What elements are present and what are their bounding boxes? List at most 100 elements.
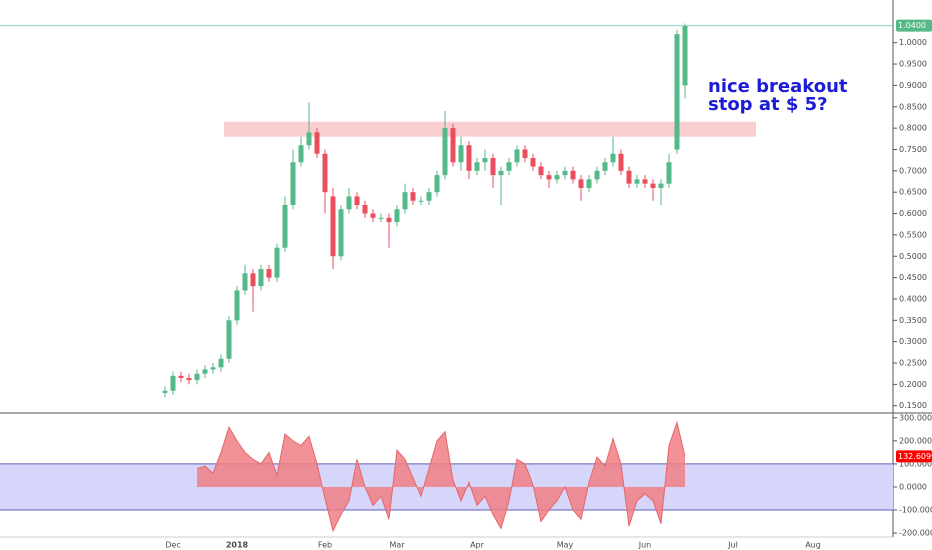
y-tick-label: 0.3500 [899,316,927,325]
candle-body [570,170,576,180]
y-tick-label: 0.9500 [899,60,927,69]
y-tick-label: 0.7000 [899,166,927,175]
candle-body [546,175,552,180]
x-tick-label: Jul [727,541,738,550]
candle-body [602,162,608,171]
candle-body [538,166,544,176]
area-segment [637,486,645,501]
candle-body [442,128,448,176]
x-tick-label: May [557,541,574,550]
area-segment [549,486,557,511]
candle-body [618,153,624,171]
y-tick-label: 0.5500 [899,230,927,239]
candle-body [530,158,536,167]
area-segment [397,450,405,487]
candle-body [362,205,368,214]
candle-body [250,273,256,287]
candle-body [626,170,632,184]
candle-body [346,196,352,210]
y-tick-label: 0.2500 [899,359,927,368]
candle-body [242,273,248,291]
candle-body [458,145,464,163]
candle-body [482,158,488,163]
area-segment [605,438,613,487]
x-tick-label: Aug [805,541,821,550]
candle-body [642,179,648,184]
y-tick-label: 200.0000 [899,436,932,445]
area-segment [293,440,301,487]
candle-body [370,213,376,218]
y-tick-label: 0.8500 [899,102,927,111]
candle-body [338,209,344,257]
area-segment [501,486,509,529]
candle-body [162,390,168,393]
candle-body [394,209,400,223]
y-tick-label: 0.6000 [899,209,927,218]
candle-body [234,290,240,321]
candle-body [378,217,384,219]
area-segment [405,459,413,487]
y-tick-label: 1.0000 [899,38,927,47]
candle-body [474,162,480,171]
area-segment [253,459,261,487]
x-tick-label: 2018 [226,541,249,550]
y-tick-label: 0.4500 [899,273,927,282]
candle-body [202,369,208,374]
area-segment [213,452,221,487]
area-segment [333,486,341,531]
candle-body [386,217,392,223]
candle-body [298,145,304,163]
candle-body [258,269,264,287]
y-tick-label: 0.3000 [899,337,927,346]
y-tick-label: -100.0000 [899,506,932,515]
area-segment [341,486,349,515]
candle-body [658,183,664,188]
candle-body [274,247,280,278]
area-segment [277,433,285,487]
candle-body [314,132,320,154]
area-segment [429,440,437,487]
area-segment [645,486,653,501]
area-segment [477,486,485,506]
candle-body [290,162,296,206]
candle-body [434,175,440,193]
y-tick-label: 0.5000 [899,252,927,261]
area-segment [269,452,277,487]
y-tick-label: 0.4000 [899,294,927,303]
candle-body [578,179,584,188]
area-segment [485,486,493,515]
y-tick-label: 300.0000 [899,413,932,422]
area-segment [677,422,685,487]
area-segment [301,436,309,487]
y-tick-label: 0.2000 [899,380,927,389]
candle-body [634,179,640,184]
area-segment [613,438,621,487]
x-tick-label: Feb [318,541,332,550]
candle-body [562,170,568,176]
x-tick-label: Mar [389,541,405,550]
candle-body [322,153,328,193]
last-value-box [896,450,932,463]
area-segment [229,427,237,487]
resistance-zone [224,121,756,137]
candle-body [554,175,560,180]
candle-body [610,153,616,163]
x-tick-label: Jun [638,541,652,550]
candle-body [490,158,496,176]
x-tick-label: Apr [470,541,485,550]
annotation: stop at $ 5? [708,94,828,115]
candle-body [410,192,416,201]
candle-body [514,149,520,163]
last-value-box [896,19,932,32]
last-value-label: 132.6099 [898,452,932,461]
area-segment [517,459,525,487]
candle-body [682,25,688,86]
area-segment [325,486,333,531]
x-tick-label: Dec [165,541,180,550]
candle-body [186,377,192,381]
last-value-label: 1.0400 [898,21,926,30]
area-segment [629,486,637,527]
y-tick-label: 0.6500 [899,188,927,197]
